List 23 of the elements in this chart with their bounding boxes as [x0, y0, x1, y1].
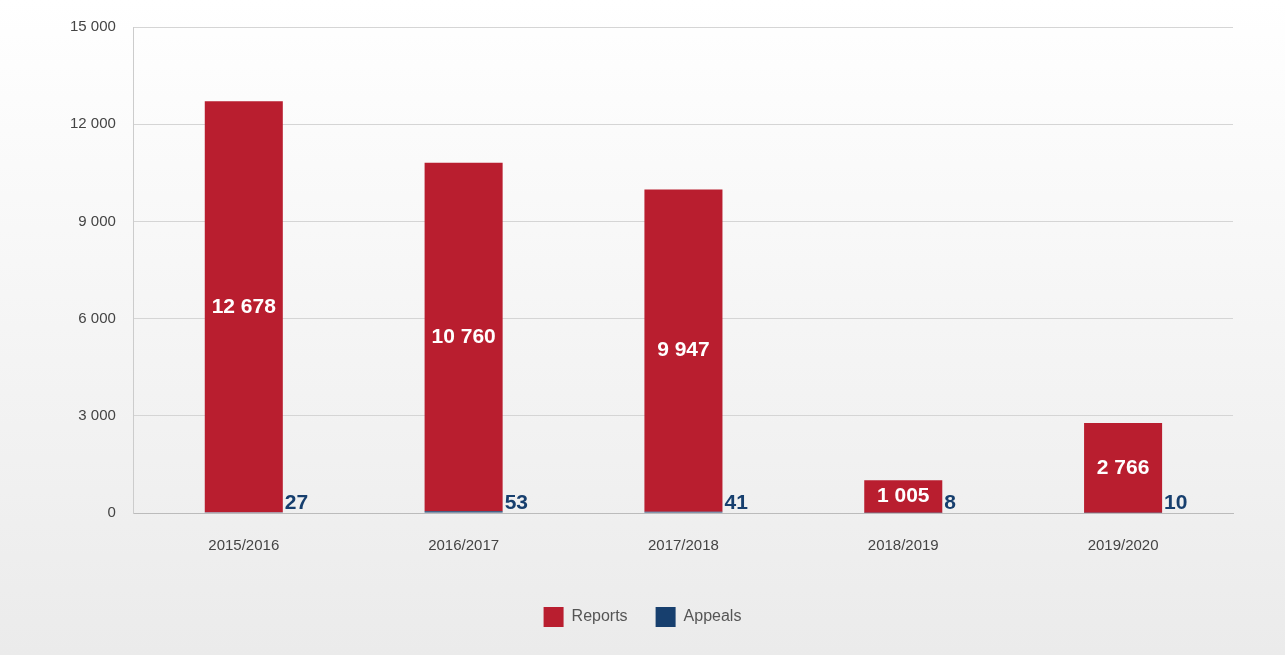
data-label: 53: [504, 490, 528, 514]
x-tick-label: 2015/2016: [208, 536, 280, 554]
x-tick-label: 2017/2018: [647, 536, 719, 554]
data-label: 12 678: [211, 293, 277, 317]
data-label: 27: [284, 490, 309, 514]
data-label: 1 005: [876, 483, 930, 507]
y-tick-label: 15 000: [69, 17, 116, 35]
y-tick-label: 12 000: [69, 114, 116, 132]
legend-label: Reports: [571, 607, 628, 625]
data-label: 10 760: [431, 323, 496, 347]
x-tick-label: 2019/2020: [1087, 536, 1159, 554]
y-tick-label: 6 000: [78, 308, 116, 326]
y-tick-label: 9 000: [78, 211, 116, 229]
data-label: 8: [944, 490, 957, 514]
data-label: 9 947: [657, 337, 710, 361]
x-tick-label: 2016/2017: [428, 536, 500, 554]
data-label: 41: [724, 490, 749, 514]
y-tick-label: 3 000: [78, 405, 116, 423]
x-tick-label: 2018/2019: [867, 536, 939, 554]
data-label: 2 766: [1096, 454, 1150, 478]
y-tick-label: 0: [107, 503, 116, 521]
legend-label: Appeals: [683, 607, 742, 625]
data-label: 10: [1164, 490, 1188, 514]
